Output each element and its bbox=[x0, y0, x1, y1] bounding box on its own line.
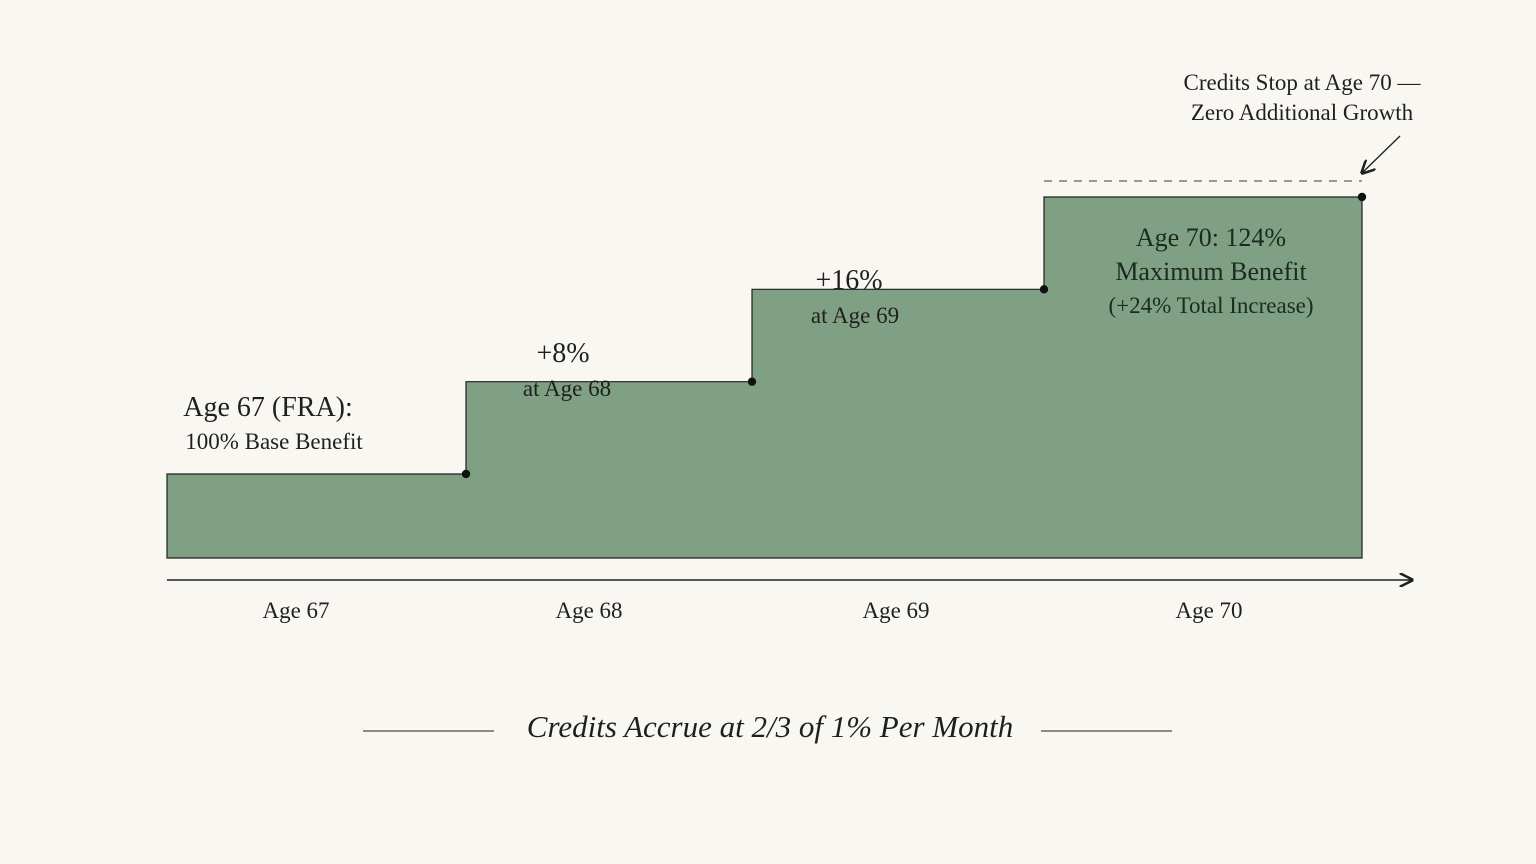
cap-note-arrow bbox=[1362, 135, 1401, 173]
annotation-age-70-sub: (+24% Total Increase) bbox=[1108, 293, 1313, 318]
footer-caption: Credits Accrue at 2/3 of 1% Per Month bbox=[527, 709, 1013, 744]
annotation-age-68-main: +8% bbox=[536, 338, 589, 369]
tick-label-age-67: Age 67 bbox=[262, 598, 329, 623]
annotation-age-69-sub: at Age 69 bbox=[811, 303, 899, 328]
step-area bbox=[166, 196, 1363, 559]
step-markers bbox=[461, 192, 1367, 479]
cap-note-line-1: Credits Stop at Age 70 — bbox=[1183, 70, 1421, 95]
annotation-age-70-main-2: Maximum Benefit bbox=[1115, 257, 1307, 286]
tick-label-age-69: Age 69 bbox=[862, 598, 929, 623]
step-marker-4 bbox=[1357, 192, 1367, 202]
annotation-age-67-main: Age 67 (FRA): bbox=[183, 392, 353, 423]
annotation-age-70-main: Age 70: 124% bbox=[1136, 223, 1286, 252]
annotation-age-67-sub: 100% Base Benefit bbox=[185, 429, 363, 454]
annotation-age-69-main: +16% bbox=[815, 265, 882, 296]
step-marker-2 bbox=[747, 377, 757, 386]
tick-label-age-68: Age 68 bbox=[555, 598, 622, 623]
step-marker-3 bbox=[1039, 285, 1049, 294]
step-marker-1 bbox=[461, 469, 471, 479]
annotation-age-68-sub: at Age 68 bbox=[523, 376, 611, 401]
tick-label-age-70: Age 70 bbox=[1175, 598, 1242, 623]
cap-note-line-2: Zero Additional Growth bbox=[1191, 100, 1414, 125]
